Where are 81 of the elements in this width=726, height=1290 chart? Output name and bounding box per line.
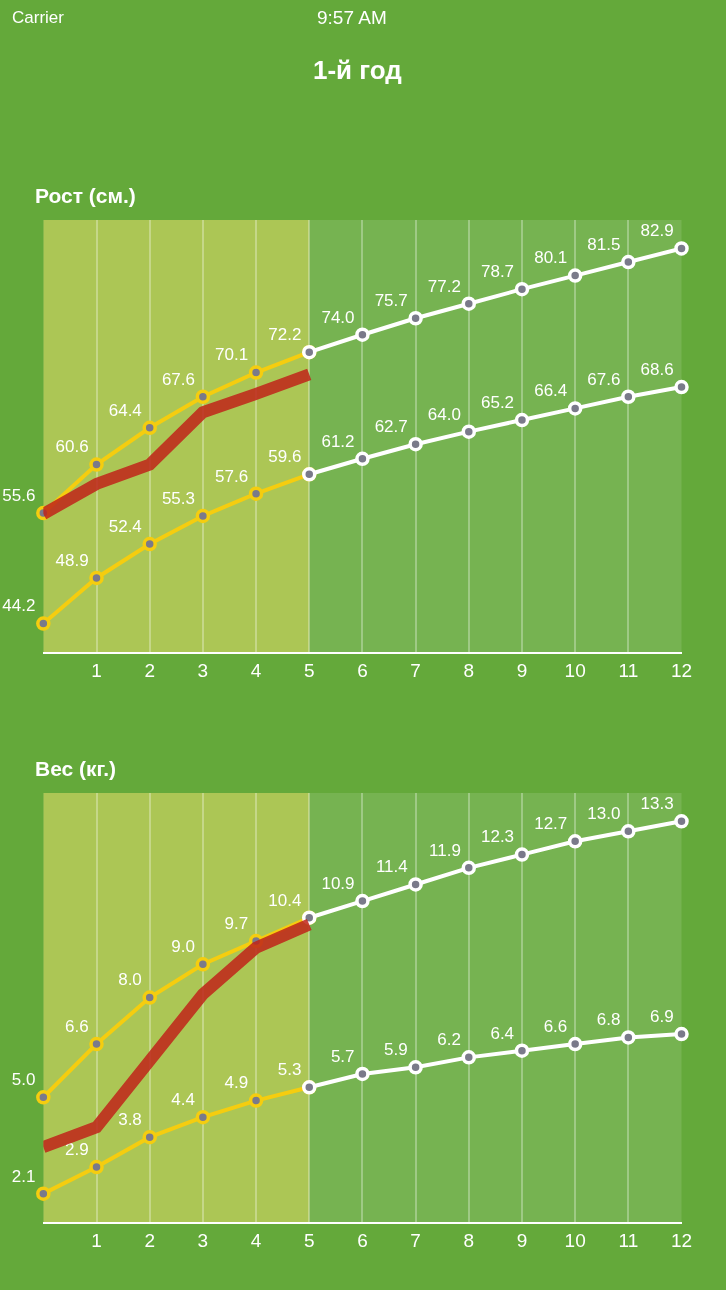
data-label: 62.7	[374, 417, 408, 437]
data-label: 67.6	[587, 369, 621, 389]
data-label: 6.8	[596, 1010, 621, 1030]
x-tick-label: 4	[250, 1229, 262, 1251]
data-label: 44.2	[2, 596, 36, 616]
x-tick-label: 3	[197, 1229, 209, 1251]
data-label: 8.0	[118, 970, 142, 990]
data-label: 72.2	[268, 325, 302, 345]
x-tick-label: 9	[516, 1229, 528, 1251]
x-tick-label: 6	[357, 1229, 368, 1251]
data-label: 6.6	[543, 1016, 568, 1036]
x-tick-label: 3	[197, 659, 209, 681]
data-label: 67.6	[161, 369, 196, 389]
data-label: 61.2	[321, 431, 355, 451]
data-label: 13.3	[640, 794, 674, 814]
x-tick-label: 8	[463, 1229, 475, 1251]
data-label: 9.7	[224, 913, 249, 933]
data-label: 59.6	[268, 447, 302, 467]
x-tick-label: 2	[144, 659, 155, 681]
data-label: 11.4	[375, 857, 408, 877]
x-tick-label: 4	[250, 659, 262, 681]
data-label: 64.4	[108, 400, 142, 420]
x-tick-label: 2	[144, 1229, 155, 1251]
x-tick-label: 9	[516, 659, 528, 681]
text: 1-й год	[313, 55, 403, 85]
data-label: 70.1	[215, 345, 249, 365]
data-label: 60.6	[55, 437, 89, 457]
data-label: 9.0	[171, 937, 196, 957]
data-label: 81.5	[587, 234, 621, 254]
data-label: 5.0	[11, 1070, 36, 1090]
data-label: 5.7	[330, 1046, 355, 1066]
data-label: 4.9	[224, 1073, 249, 1093]
x-tick-label: 8	[463, 659, 475, 681]
data-label: 6.2	[437, 1030, 461, 1050]
data-label: 2.1	[11, 1166, 36, 1186]
data-label: 55.3	[161, 488, 196, 508]
data-label: 65.2	[481, 392, 515, 412]
data-label: 55.6	[2, 485, 36, 505]
x-tick-label: 1	[91, 659, 102, 681]
data-label: 82.9	[640, 221, 674, 241]
text: Carrier	[12, 8, 65, 27]
x-tick-label: 7	[410, 1229, 421, 1251]
data-label: 6.4	[490, 1023, 515, 1043]
x-tick-label: 12	[670, 659, 693, 681]
data-label: 57.6	[215, 466, 249, 486]
x-tick-label: 10	[564, 1229, 586, 1251]
data-label: 4.4	[171, 1090, 196, 1110]
data-label: 80.1	[534, 248, 568, 268]
chart-title: Рост (см.)	[35, 184, 136, 207]
x-tick-label: 5	[303, 659, 315, 681]
data-label: 78.7	[481, 262, 515, 282]
data-label: 11.9	[429, 840, 461, 860]
data-label: 75.7	[374, 291, 408, 311]
text: 9:57 AM	[317, 7, 387, 28]
x-tick-label: 5	[303, 1229, 315, 1251]
x-tick-label: 7	[410, 659, 421, 681]
data-label: 64.0	[427, 404, 461, 424]
data-label: 6.6	[65, 1016, 89, 1036]
data-label: 5.3	[277, 1060, 302, 1080]
data-label: 10.9	[321, 873, 355, 893]
chart-title: Вес (кг.)	[35, 757, 117, 780]
data-label: 6.9	[650, 1006, 674, 1026]
data-label: 10.4	[268, 890, 302, 910]
data-label: 5.9	[384, 1040, 408, 1060]
x-tick-label: 10	[564, 659, 586, 681]
data-label: 66.4	[534, 381, 568, 401]
data-label: 48.9	[55, 550, 89, 570]
x-tick-label: 1	[91, 1229, 102, 1251]
data-label: 12.7	[534, 814, 568, 834]
data-label: 3.8	[118, 1110, 142, 1130]
x-tick-label: 11	[618, 659, 639, 681]
data-label: 77.2	[427, 276, 461, 296]
x-tick-label: 6	[357, 659, 368, 681]
data-label: 2.9	[65, 1139, 89, 1159]
x-tick-label: 12	[670, 1229, 693, 1251]
data-label: 13.0	[587, 804, 621, 824]
data-label: 68.6	[640, 359, 674, 379]
x-tick-label: 11	[618, 1229, 639, 1251]
data-label: 12.3	[481, 827, 515, 847]
data-label: 74.0	[321, 307, 355, 327]
data-label: 52.4	[108, 516, 142, 536]
